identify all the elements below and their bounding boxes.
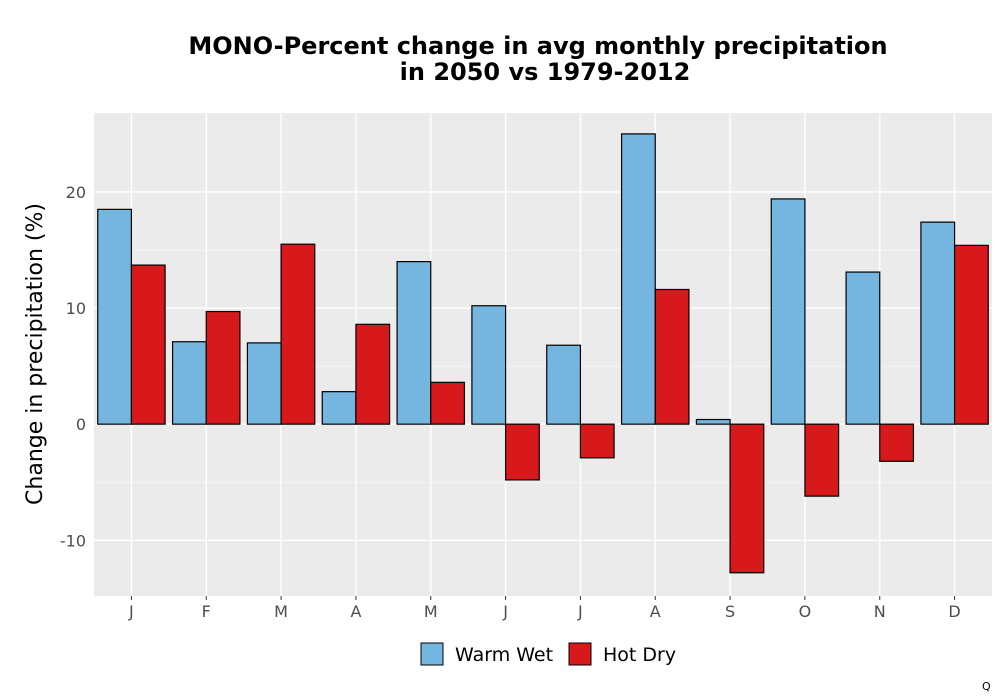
chart-title-line-1: MONO-Percent change in avg monthly preci… [188, 32, 887, 60]
bar-hot-dry [280, 243, 316, 425]
bar-hot-dry [504, 423, 540, 481]
bar-hot-dry [130, 264, 166, 425]
y-tick-label: 0 [76, 415, 86, 434]
bars [97, 133, 989, 574]
bar-hot-dry [355, 323, 391, 425]
legend: Warm Wet Hot Dry [420, 642, 676, 666]
bar-warm-wet [171, 341, 207, 425]
y-tick-label: -10 [60, 531, 86, 550]
bar-hot-dry [729, 423, 765, 574]
y-axis-title: Change in precipitation (%) [23, 203, 48, 505]
x-tick-label: N [874, 602, 886, 621]
panel-background [94, 113, 992, 596]
legend-swatch-warm-wet [420, 642, 444, 666]
bar-warm-wet [246, 342, 282, 425]
tick-labels: -10 0 10 20 J F M A M J J A S O N D [60, 183, 961, 621]
bar-hot-dry [879, 423, 915, 462]
bar-warm-wet [471, 305, 507, 425]
bar-hot-dry [205, 310, 241, 425]
bar-warm-wet [920, 221, 956, 425]
x-tick-label: F [202, 602, 211, 621]
x-tick-label: S [725, 602, 735, 621]
bar-hot-dry [804, 423, 840, 497]
bar-warm-wet [97, 208, 133, 425]
legend-swatch-hot-dry [568, 642, 592, 666]
bar-warm-wet [321, 391, 357, 425]
legend-label-hot-dry: Hot Dry [603, 644, 676, 666]
x-tick-label: J [128, 602, 134, 621]
bar-hot-dry [654, 288, 690, 425]
y-tick-label: 10 [66, 299, 86, 318]
bar-warm-wet [396, 261, 432, 425]
bar-warm-wet [546, 344, 582, 425]
x-tick-label: A [350, 602, 361, 621]
corner-mark: Q [982, 680, 991, 693]
x-tick-label: J [502, 602, 508, 621]
y-tick-label: 20 [66, 183, 86, 202]
legend-label-warm-wet: Warm Wet [455, 644, 553, 666]
x-tick-label: M [424, 602, 438, 621]
chart-title-line-2: in 2050 vs 1979-2012 [400, 58, 691, 86]
bar-warm-wet [620, 133, 656, 425]
bar-warm-wet [845, 271, 881, 425]
x-tick-label: D [948, 602, 960, 621]
x-tick-label: A [650, 602, 661, 621]
x-tick-label: M [274, 602, 288, 621]
x-tick-label: J [577, 602, 583, 621]
bar-hot-dry [430, 381, 466, 425]
bar-hot-dry [579, 423, 615, 459]
bar-hot-dry [953, 244, 989, 425]
x-tick-label: O [799, 602, 812, 621]
bar-warm-wet [770, 198, 806, 425]
bar-warm-wet [695, 418, 731, 425]
